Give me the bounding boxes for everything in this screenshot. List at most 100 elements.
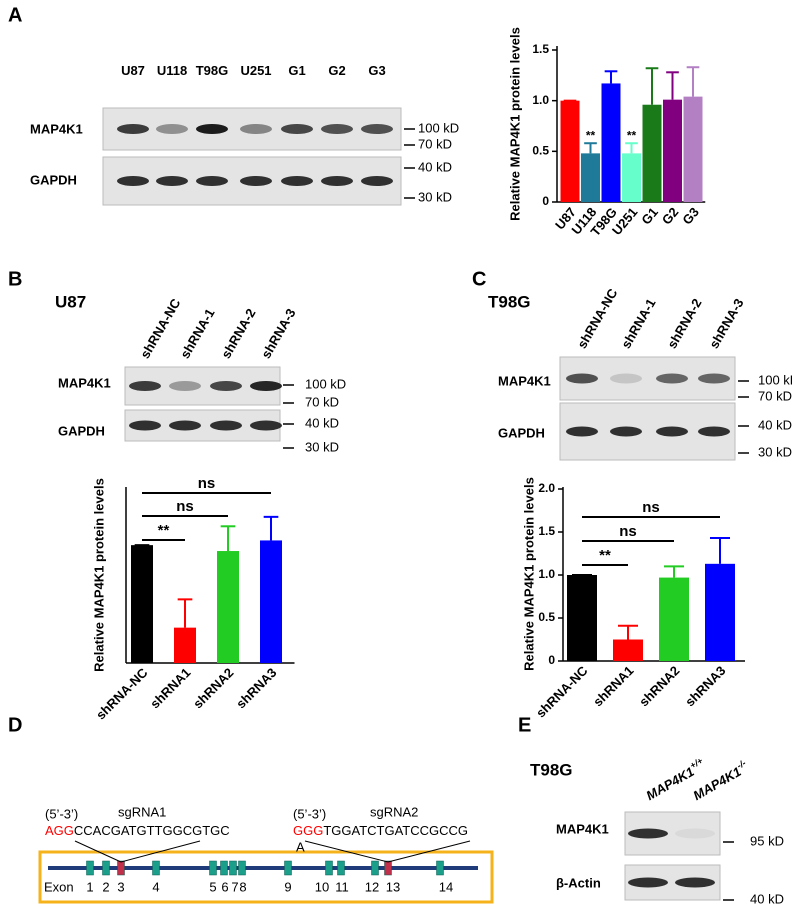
- blot-band: [698, 426, 730, 437]
- significance-label: **: [586, 128, 596, 142]
- marker-label: 70 kD: [758, 388, 792, 403]
- exon: [117, 860, 125, 876]
- pam: AGG: [45, 823, 74, 838]
- significance-label: **: [599, 547, 611, 564]
- error-bar: [584, 142, 597, 154]
- exon: [337, 860, 345, 876]
- guide-name: sgRNA1: [118, 804, 166, 819]
- guide-sequence: AGGCCACGATGTTGGCGTGC: [45, 823, 230, 838]
- exon-number: 5: [209, 879, 216, 894]
- lane-name: shRNA-1: [178, 306, 218, 361]
- lane-label: U251: [240, 63, 271, 78]
- blot-band: [250, 420, 282, 431]
- exon-number: 12: [365, 879, 379, 894]
- panel-label: D: [8, 714, 22, 736]
- blot-row-label: GAPDH: [498, 425, 545, 440]
- bar: [174, 627, 196, 663]
- pam: GGG: [293, 823, 323, 838]
- y-tick-label: 2.0: [538, 481, 555, 495]
- bar: [642, 104, 662, 202]
- error-bar: [263, 515, 279, 541]
- bar: [260, 540, 282, 663]
- lane-label: G2: [328, 63, 345, 78]
- error-bar: [710, 537, 730, 564]
- marker-label: 40 kD: [758, 417, 792, 432]
- blot-row-label: MAP4K1: [58, 375, 111, 390]
- blot-band: [321, 176, 353, 186]
- lane-label: shRNA-3: [707, 296, 747, 351]
- marker-label: 30 kD: [418, 189, 452, 204]
- blot-row-label: MAP4K1: [498, 373, 551, 388]
- x-tick-label: G3: [679, 204, 702, 227]
- blot-row-label: MAP4K1: [30, 121, 83, 136]
- blot-band: [628, 877, 668, 888]
- blot-title: U87: [55, 292, 86, 311]
- lane-name: shRNA-1: [619, 296, 659, 351]
- x-tick-label: G1: [638, 204, 661, 227]
- guide-prefix: (5’-3’): [45, 806, 78, 821]
- error-bar: [686, 66, 700, 97]
- error-bar: [220, 525, 236, 552]
- blot-row-label: MAP4K1: [556, 821, 609, 836]
- blot-band: [698, 373, 730, 384]
- blot-band: [566, 373, 598, 384]
- lane-name: shRNA-2: [219, 306, 259, 361]
- exon-number: 11: [335, 879, 349, 894]
- y-tick-label: 0: [542, 194, 549, 208]
- lane-label: G3: [368, 63, 385, 78]
- blot-band: [196, 176, 228, 186]
- lane-name: shRNA-NC: [138, 296, 185, 362]
- x-tick-label: shRNA1: [590, 663, 636, 709]
- exon: [436, 860, 444, 876]
- blot-band: [610, 373, 642, 384]
- marker-label: 40 kD: [750, 891, 784, 906]
- blot-band: [210, 420, 242, 431]
- exon: [384, 860, 392, 876]
- exon-label: Exon: [44, 879, 74, 894]
- significance-label: **: [158, 522, 170, 539]
- lane-name: shRNA-3: [707, 296, 747, 351]
- lane-name: U251: [240, 63, 271, 78]
- y-tick-label: 1.5: [532, 42, 549, 56]
- lane-name: G1: [288, 63, 305, 78]
- lane-label: shRNA-2: [665, 296, 705, 351]
- blot-band: [169, 420, 201, 431]
- guide-pointer: [387, 840, 471, 863]
- error-bar: [177, 598, 193, 628]
- blot-band: [117, 124, 149, 134]
- blot-band: [281, 176, 313, 186]
- exon: [102, 860, 110, 876]
- blot-band: [240, 124, 272, 134]
- exon-number: 14: [439, 879, 453, 894]
- y-tick-label: 0: [548, 653, 555, 667]
- significance-label: ns: [619, 523, 637, 540]
- significance-label: ns: [642, 499, 660, 516]
- bar: [560, 100, 580, 202]
- lane-label: U87: [121, 63, 145, 78]
- lane-name: G3: [368, 63, 385, 78]
- y-tick-label: 0.5: [532, 144, 549, 158]
- error-bar: [664, 565, 684, 578]
- exon-number: 2: [102, 879, 109, 894]
- bar: [622, 153, 641, 202]
- lane-label: shRNA-1: [178, 306, 218, 361]
- blot-band: [250, 381, 282, 391]
- blot-band: [156, 176, 188, 186]
- blot-title: T98G: [488, 292, 531, 311]
- y-axis-label: Relative MAP4K1 protein levels: [521, 477, 536, 671]
- blot-band: [210, 381, 242, 391]
- exon-number: 6: [221, 879, 228, 894]
- exon-number: 1: [86, 879, 93, 894]
- exon-number: 4: [152, 879, 159, 894]
- lane-label: G1: [288, 63, 305, 78]
- error-bar: [645, 67, 659, 105]
- exon: [152, 860, 160, 876]
- blot-band: [156, 124, 188, 134]
- blot-band: [656, 426, 688, 437]
- exon: [371, 860, 379, 876]
- blot-band: [675, 877, 715, 888]
- exon: [284, 860, 292, 876]
- lane-label: shRNA-1: [619, 296, 659, 351]
- lane-name: MAP4K1: [644, 764, 697, 803]
